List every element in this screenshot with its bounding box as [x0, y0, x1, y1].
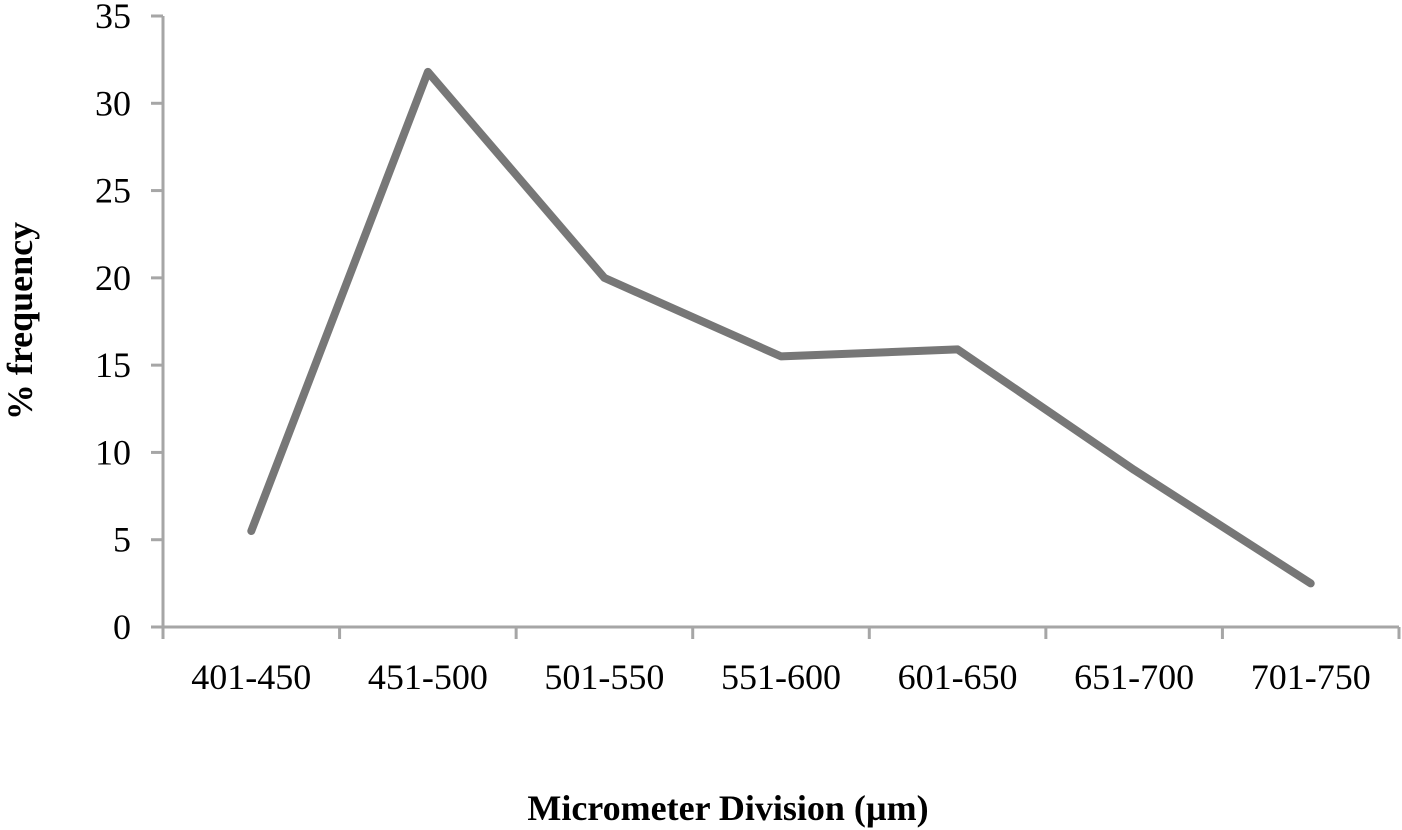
x-tick-label: 401-450 — [191, 657, 311, 697]
y-tick-label: 20 — [95, 258, 131, 298]
y-tick-label: 0 — [113, 607, 131, 647]
x-tick-label: 601-650 — [898, 657, 1018, 697]
data-series — [247, 67, 1315, 588]
y-tick-label: 30 — [95, 83, 131, 123]
x-tick-label: 651-700 — [1074, 657, 1194, 697]
y-tick-label: 10 — [95, 432, 131, 472]
x-axis-title: Micrometer Division (µm) — [527, 788, 928, 828]
y-axis-title: % frequency — [0, 222, 40, 420]
y-tick-label: 35 — [95, 0, 131, 36]
series-line — [247, 67, 1315, 588]
x-tick-label: 501-550 — [544, 657, 664, 697]
y-tick-label: 15 — [95, 345, 131, 385]
y-axis: 0 5 10 15 20 25 30 35 — [95, 0, 165, 647]
y-tick-label: 5 — [113, 520, 131, 560]
x-tick-label: 701-750 — [1251, 657, 1371, 697]
y-tick-label: 25 — [95, 171, 131, 211]
x-tick-label: 551-600 — [721, 657, 841, 697]
x-tick-label: 451-500 — [368, 657, 488, 697]
x-axis: 401-450 451-500 501-550 551-600 601-650 651-7… — [151, 625, 1401, 697]
